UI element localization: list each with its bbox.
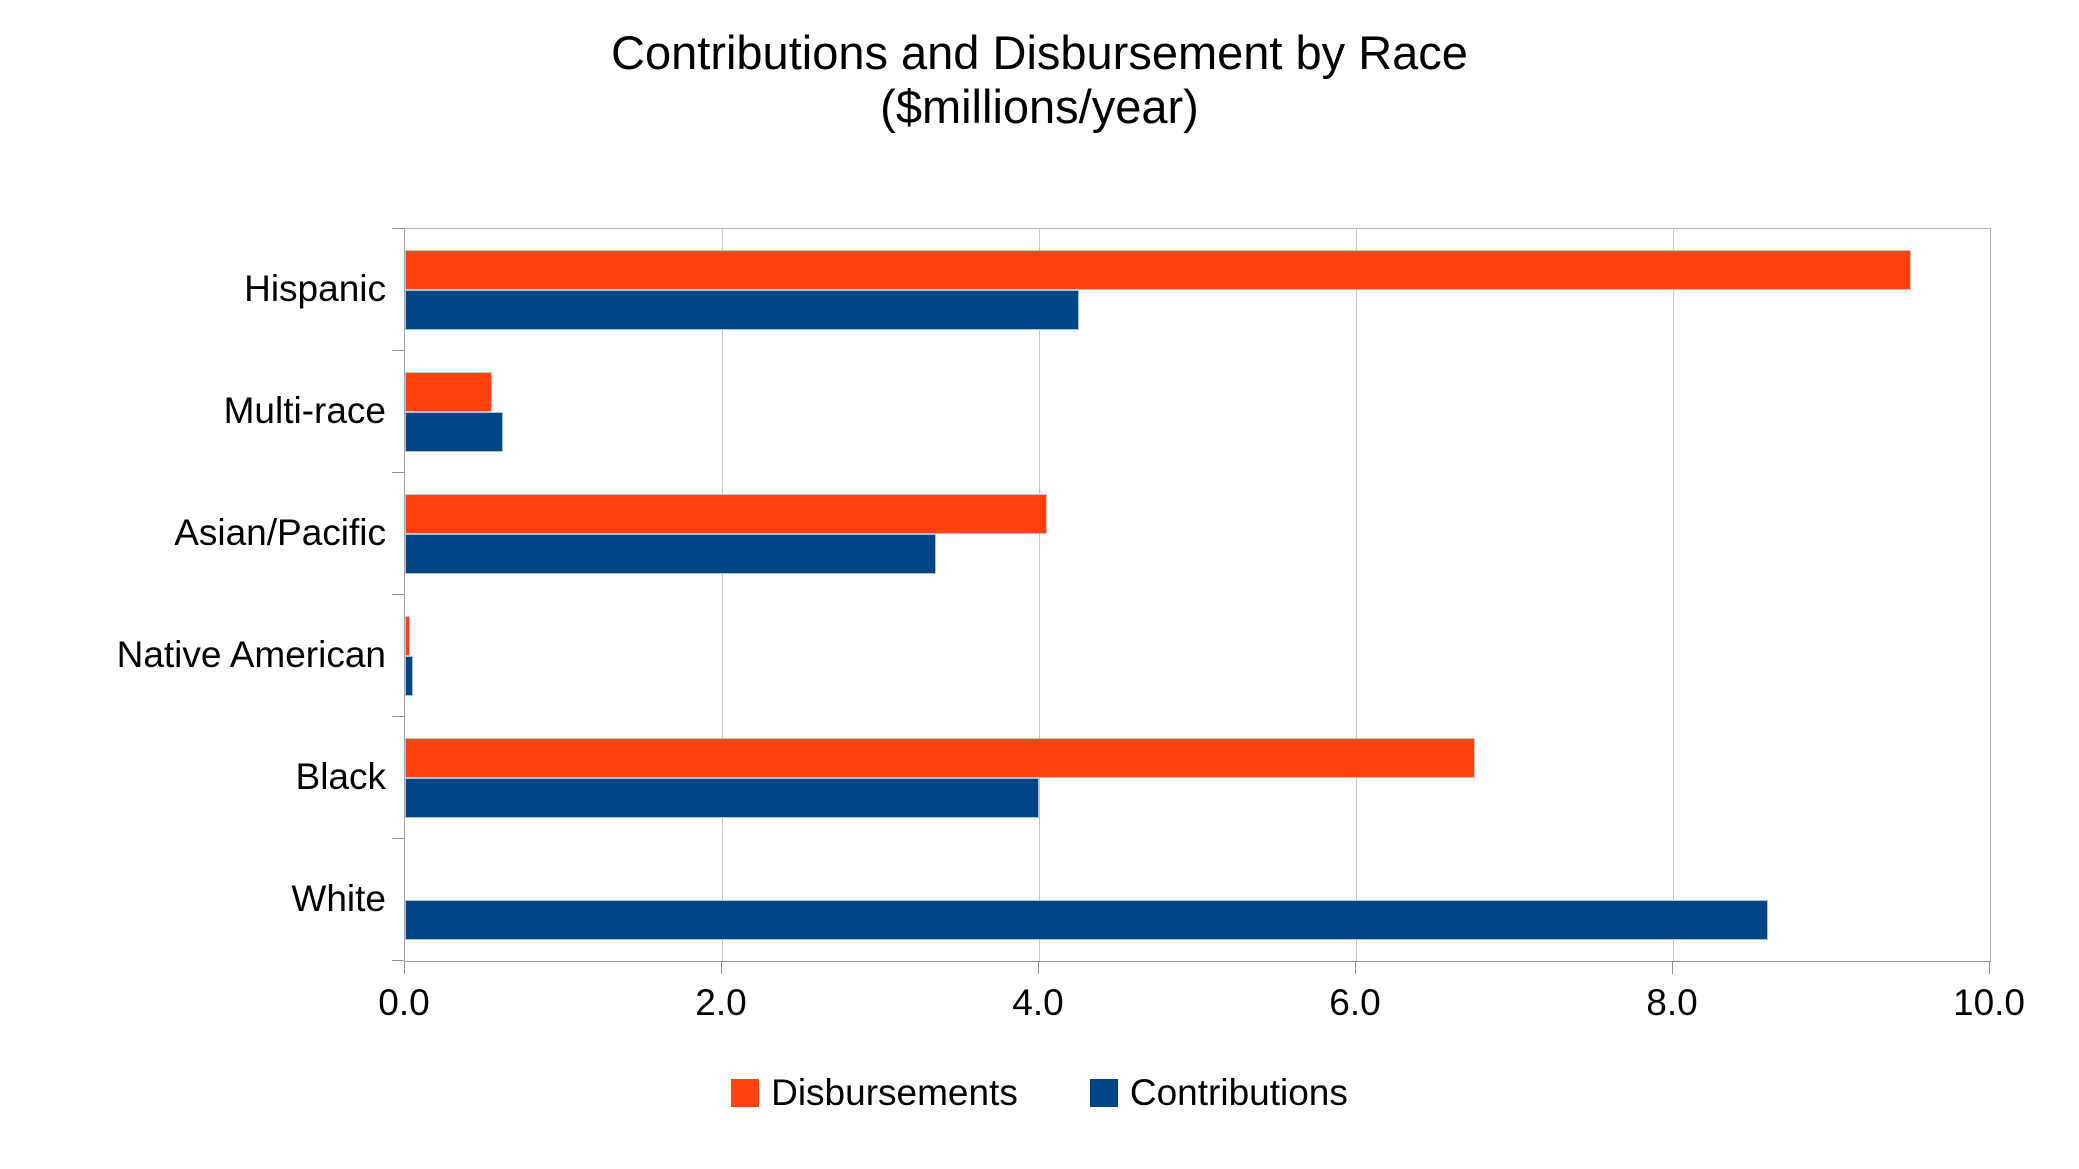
- x-tick-2: [721, 962, 722, 974]
- bar-contributions-black: [405, 778, 1039, 818]
- bar-contributions-hispanic: [405, 290, 1079, 330]
- legend-label-contributions: Contributions: [1129, 1072, 1348, 1113]
- bar-disbursements-multi-race: [405, 372, 492, 412]
- y-tick-1: [392, 350, 404, 351]
- bar-contributions-multi-race: [405, 412, 503, 452]
- legend-entry-contributions: Contributions: [1089, 1072, 1348, 1114]
- y-tick-6: [392, 960, 404, 961]
- plot-area: [404, 228, 1991, 962]
- x-label-10: 10.0: [1952, 982, 2026, 1023]
- legend: Disbursements Contributions: [0, 1072, 2079, 1114]
- y-label-hispanic: Hispanic: [244, 268, 386, 309]
- x-label-4: 4.0: [1012, 982, 1064, 1023]
- chart-title-line2: ($millions/year): [880, 80, 1199, 134]
- x-label-0: 0.0: [378, 982, 430, 1023]
- y-label-white: White: [291, 878, 386, 919]
- y-tick-5: [392, 838, 404, 839]
- y-label-asian-pacific: Asian/Pacific: [174, 512, 386, 553]
- legend-swatch-contributions: [1089, 1079, 1118, 1107]
- gridline-x-2: [722, 229, 723, 961]
- bar-contributions-asian-pacific: [405, 534, 936, 574]
- x-tick-0: [404, 962, 405, 974]
- bar-disbursements-asian-pacific: [405, 494, 1047, 534]
- chart-title-line1: Contributions and Disbursement by Race: [611, 26, 1468, 79]
- bar-contributions-white: [405, 900, 1768, 940]
- x-tick-10: [1989, 962, 1990, 974]
- x-tick-4: [1038, 962, 1039, 974]
- bar-disbursements-black: [405, 738, 1475, 778]
- y-tick-0: [392, 228, 404, 229]
- legend-label-disbursements: Disbursements: [771, 1072, 1018, 1113]
- y-tick-2: [392, 472, 404, 473]
- bar-disbursements-native-american: [405, 616, 410, 656]
- x-label-2: 2.0: [695, 982, 747, 1023]
- gridline-x-4: [1039, 229, 1040, 961]
- legend-swatch-disbursements: [731, 1079, 760, 1107]
- legend-entry-disbursements: Disbursements: [731, 1072, 1018, 1114]
- bar-contributions-native-american: [405, 656, 413, 696]
- chart-title: Contributions and Disbursement by Race (…: [0, 26, 2079, 134]
- gridline-x-6: [1356, 229, 1357, 961]
- y-tick-4: [392, 716, 404, 717]
- y-label-multi-race: Multi-race: [223, 390, 386, 431]
- x-label-8: 8.0: [1646, 982, 1698, 1023]
- x-tick-6: [1355, 962, 1356, 974]
- x-label-6: 6.0: [1329, 982, 1381, 1023]
- x-tick-8: [1672, 962, 1673, 974]
- gridline-x-8: [1673, 229, 1674, 961]
- y-label-black: Black: [295, 756, 386, 797]
- y-tick-3: [392, 594, 404, 595]
- bar-disbursements-hispanic: [405, 250, 1911, 290]
- y-label-native-american: Native American: [116, 634, 386, 675]
